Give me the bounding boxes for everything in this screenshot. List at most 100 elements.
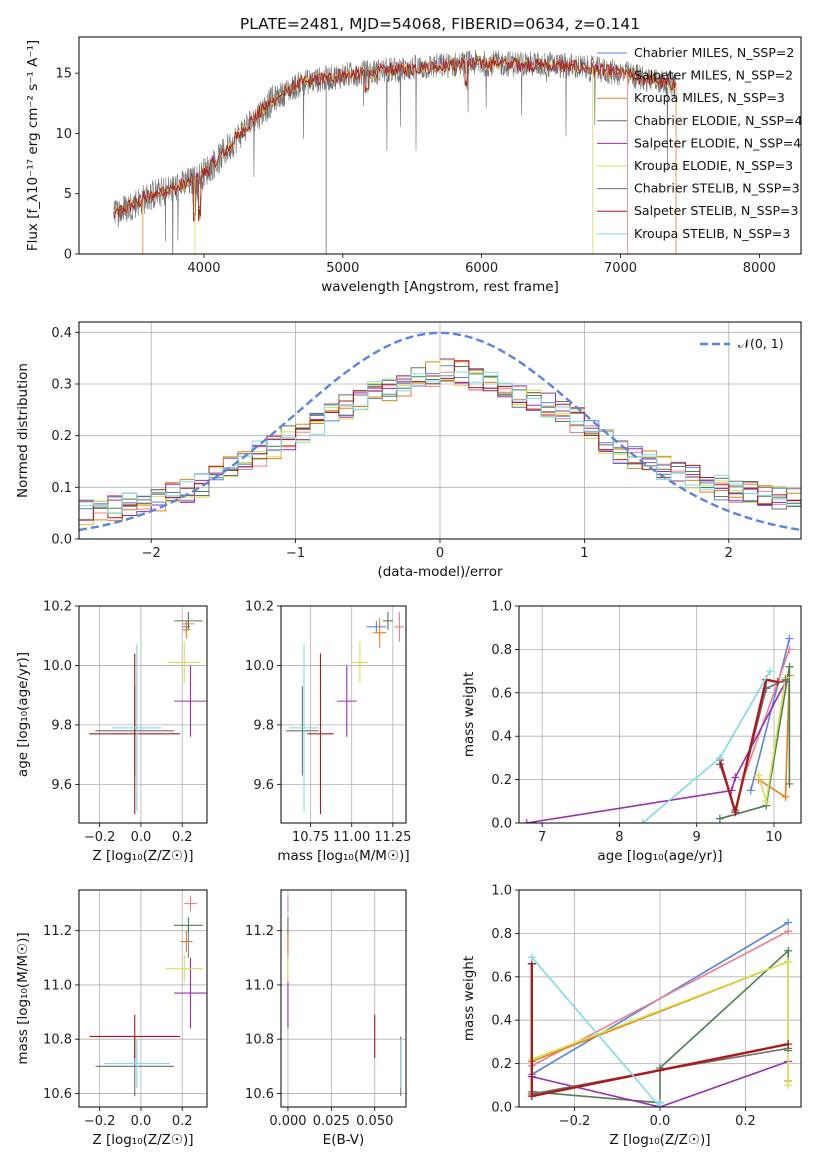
- y-tick-label: 0.4: [51, 326, 72, 341]
- y-tick-label: 9.8: [51, 718, 72, 733]
- y-axis-label: mass weight: [461, 672, 477, 757]
- errorbars: [287, 895, 402, 1097]
- errorbar-point: [167, 641, 201, 684]
- y-tick-label: 9.6: [51, 778, 72, 793]
- y-tick-label: 11.0: [245, 978, 274, 993]
- y-tick-label: 1.0: [491, 600, 512, 615]
- x-tick-label: 0.0: [650, 1114, 671, 1129]
- weight-point-marker: [785, 779, 794, 788]
- errorbars: [285, 611, 405, 815]
- axes-frame: [78, 889, 208, 1108]
- axes-age_vs_Z: −0.2 0.0 0.2 9.6 9.8 10.0 10.2 Z [log₁₀(Z/Z☉)] a…: [15, 600, 208, 864]
- weight-point-marker: [522, 819, 531, 823]
- y-tick-label: 10.0: [245, 659, 274, 674]
- weight-point-marker: [781, 675, 790, 684]
- errorbar-point: [184, 895, 197, 912]
- weight-point-marker: [785, 634, 794, 643]
- x-axis-label: Z [log₁₀(Z/Z☉)]: [92, 848, 193, 864]
- errorbars: [89, 895, 207, 1097]
- legend-label: Salpeter STELIB, N_SSP=3: [634, 203, 798, 218]
- axes-age_vs_mass: 10.75 11.00 11.25 9.6 9.8 10.0 10.2 mass [log₁₀…: [245, 600, 411, 865]
- y-tick-label: 11.2: [245, 924, 274, 939]
- legend-label: Kroupa STELIB, N_SSP=3: [634, 226, 790, 241]
- errorbar-point: [289, 644, 319, 812]
- x-tick-label: −2: [142, 546, 161, 561]
- y-tick-label: 11.2: [43, 924, 72, 939]
- errorbar-point: [173, 957, 207, 1029]
- legend-label: Kroupa ELODIE, N_SSP=3: [634, 158, 793, 173]
- y-tick-label: 10.6: [43, 1087, 72, 1102]
- x-tick-label: 8: [615, 830, 623, 845]
- weight-series-line: [718, 678, 779, 817]
- weight-point-marker: [746, 786, 755, 795]
- axes-spectrum: 4000 5000 6000 7000 8000 0 5 10 15 wavelength [An…: [25, 36, 803, 295]
- errorbar-point: [173, 665, 207, 737]
- errorbar-point: [366, 620, 387, 633]
- weight-point-marker: [766, 667, 775, 676]
- x-tick-label: 0.2: [735, 1114, 756, 1129]
- y-tick-label: 10: [55, 127, 72, 142]
- y-tick-label: 10.2: [245, 600, 274, 615]
- axes-frame: [78, 36, 802, 255]
- y-tick-label: 9.6: [253, 778, 274, 793]
- weight-series-line: [719, 666, 791, 820]
- x-axis-label: age [log₁₀(age/yr)]: [597, 848, 722, 864]
- y-tick-label: 10.6: [245, 1087, 274, 1102]
- weight-lines: [527, 918, 793, 1107]
- errorbar-point: [180, 930, 193, 953]
- weight-point-marker: [638, 819, 647, 823]
- y-axis-label: mass [log₁₀(M/M☉)]: [15, 932, 31, 1064]
- errorbar-point: [112, 644, 162, 812]
- weight-point-marker: [715, 753, 724, 762]
- y-tick-label: 0.0: [491, 817, 512, 832]
- x-axis-label: Z [log₁₀(Z/Z☉)]: [609, 1132, 710, 1148]
- y-tick-label: 0.6: [491, 970, 512, 985]
- weight-point-marker: [784, 946, 793, 955]
- weight-point-marker: [784, 918, 793, 927]
- x-axis-label: wavelength [Angstrom, rest frame]: [321, 279, 559, 295]
- y-axis-label: Flux [f_λ10⁻¹⁷ erg cm⁻² s⁻¹ A⁻¹]: [25, 40, 41, 251]
- weight-point-marker: [784, 957, 793, 966]
- y-axis-label: Normed distribution: [15, 363, 31, 498]
- x-tick-label: 9: [693, 830, 701, 845]
- weight-series-line: [526, 681, 787, 823]
- weight-point-marker: [731, 773, 740, 782]
- y-axis-label: age [log₁₀(age/yr)]: [15, 652, 31, 777]
- errorbar-point: [285, 686, 319, 776]
- axes-mass_vs_Z: −0.2 0.0 0.2 10.6 10.8 11.0 11.2 Z [log₁₀(Z/Z☉)…: [15, 889, 208, 1148]
- y-tick-label: 0.3: [51, 378, 72, 393]
- y-tick-label: 5: [64, 187, 72, 202]
- legend-label: Salpeter MILES, N_SSP=2: [634, 68, 793, 83]
- legend-label: Chabrier ELODIE, N_SSP=4: [634, 113, 803, 128]
- weight-point-marker: [656, 1098, 664, 1107]
- y-tick-label: 0.0: [491, 1101, 512, 1116]
- x-tick-label: 0.025: [313, 1114, 350, 1129]
- x-tick-label: 0.000: [269, 1114, 306, 1129]
- weight-point-marker: [773, 677, 782, 686]
- weight-point-marker: [527, 1092, 536, 1101]
- x-tick-label: 7: [538, 830, 546, 845]
- model-spectrum-line: [113, 57, 677, 222]
- weight-point-marker: [731, 808, 740, 817]
- legend-label: Chabrier STELIB, N_SSP=3: [634, 181, 800, 196]
- x-tick-label: −0.2: [84, 830, 116, 845]
- y-tick-label: 9.8: [253, 718, 274, 733]
- x-tick-label: 0.2: [172, 830, 193, 845]
- spectrum-lines: [113, 50, 677, 254]
- x-tick-label: −0.2: [84, 1114, 116, 1129]
- weight-point-marker: [785, 662, 794, 671]
- errorbar-point: [103, 1039, 170, 1089]
- y-tick-label: 10.2: [43, 600, 72, 615]
- y-tick-label: 11.0: [43, 978, 72, 993]
- axes-frame: [518, 889, 802, 1108]
- x-tick-label: 0.2: [172, 1114, 193, 1129]
- errorbar-point: [351, 641, 369, 684]
- weight-series-line: [742, 649, 791, 780]
- errorbar-point: [89, 1014, 181, 1059]
- y-tick-label: 0.8: [491, 927, 512, 942]
- weight-point-marker: [715, 814, 724, 823]
- y-tick-label: 0.6: [491, 686, 512, 701]
- y-tick-label: 1.0: [491, 884, 512, 899]
- x-tick-label: 0.050: [356, 1114, 393, 1129]
